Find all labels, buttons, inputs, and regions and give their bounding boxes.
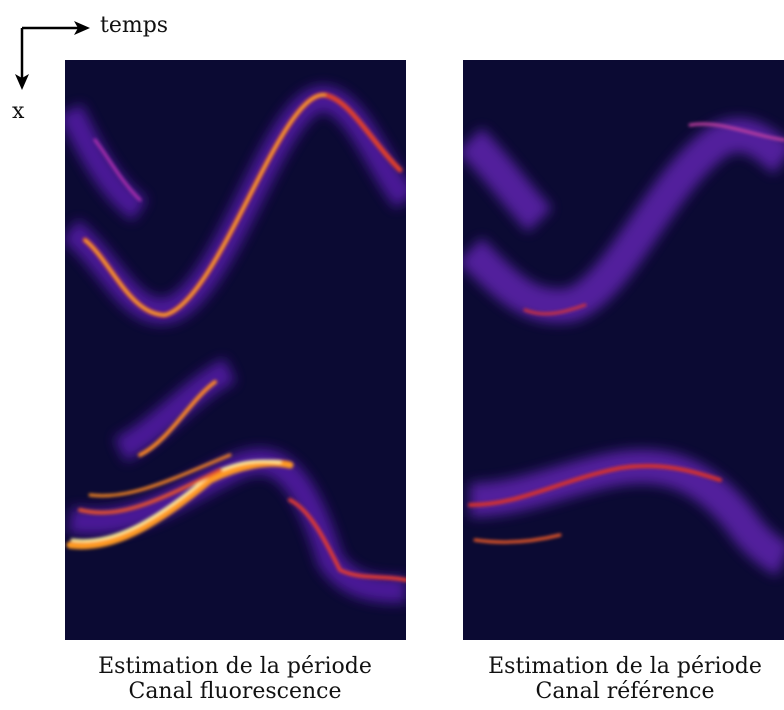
panel-caption: Estimation de la période: [98, 654, 372, 679]
axis-arrows: [15, 21, 90, 90]
panel-caption: Canal fluorescence: [128, 679, 341, 704]
panel-caption: Estimation de la période: [488, 654, 762, 679]
panel-caption: Canal référence: [535, 679, 714, 704]
time-axis-label: temps: [100, 13, 168, 38]
x-axis-label: x: [12, 99, 25, 124]
fluorescence-image: [65, 60, 406, 640]
reference-image: [463, 60, 784, 640]
